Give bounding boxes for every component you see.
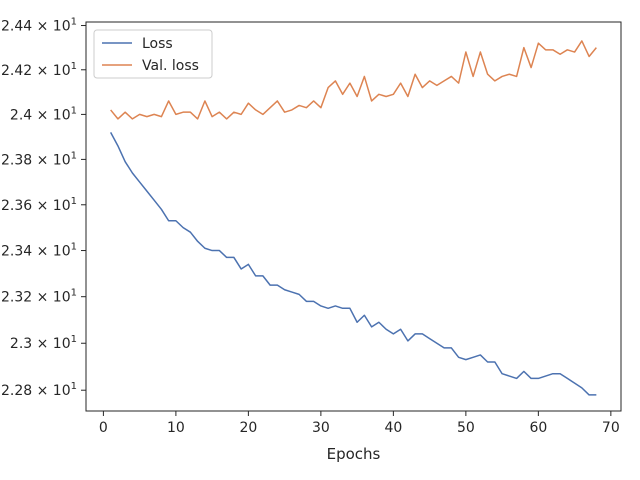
legend-box [93, 29, 213, 79]
x-tick-label: 60 [529, 420, 547, 436]
x-tick-label: 50 [457, 420, 475, 436]
y-tick-label: 2.4 × 101 [10, 105, 77, 123]
x-tick-label: 40 [384, 420, 402, 436]
y-tick-label: 2.44 × 101 [1, 17, 77, 35]
x-tick-label: 30 [312, 420, 330, 436]
y-tick-label: 2.28 × 101 [1, 381, 77, 399]
y-tick-label: 2.3 × 101 [10, 334, 77, 352]
y-axis: 2.28 × 101 2.3 × 101 2.32 × 101 2.34 × 101 2… [1, 17, 86, 399]
series-line-loss [109, 132, 597, 396]
x-axis: 0 10 20 30 40 50 60 70 [99, 411, 620, 436]
x-tick-label: 10 [167, 420, 185, 436]
x-axis-label: Epochs [327, 445, 381, 463]
y-tick-label: 2.38 × 101 [1, 150, 77, 168]
y-tick-label: 2.32 × 101 [1, 288, 77, 306]
x-tick-label: 0 [99, 420, 108, 436]
plot-frame [85, 21, 622, 412]
y-tick-label: 2.36 × 101 [1, 196, 77, 214]
legend-label-val-loss: Val. loss [142, 58, 199, 74]
x-tick-label: 20 [239, 420, 257, 436]
legend-label-loss: Loss [142, 36, 173, 52]
y-tick-label: 2.34 × 101 [1, 242, 77, 260]
legend: Loss Val. loss [93, 29, 213, 79]
series-line-val-loss [110, 40, 597, 120]
y-tick-label: 2.42 × 101 [1, 61, 77, 79]
plot-area [109, 40, 597, 396]
x-tick-label: 70 [602, 420, 620, 436]
